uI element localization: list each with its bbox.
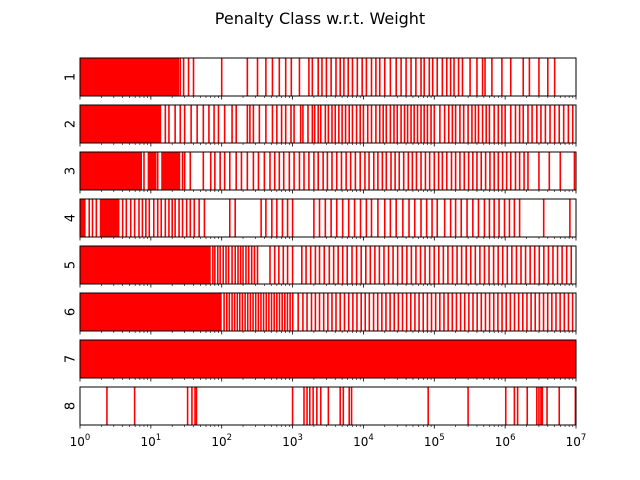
- row-label-6: 6: [64, 308, 79, 316]
- row-frame-6: [79, 292, 577, 332]
- row-frame-8: [79, 386, 577, 426]
- row-label-5: 5: [64, 261, 79, 269]
- x-tick-base-7: 10: [566, 435, 581, 449]
- solid-region-row-5-0: [80, 246, 211, 284]
- strip-row-5: 5: [64, 245, 577, 288]
- strip-row-4: 4: [64, 198, 577, 241]
- x-tick-exp-1: 1: [156, 433, 161, 443]
- strip-rows: 1 2 3 4 5 6 7 8: [64, 57, 577, 429]
- solid-region-row-7-0: [80, 340, 576, 378]
- strip-row-1: 1: [64, 57, 577, 100]
- row-frame-1: [79, 57, 577, 97]
- solid-region-row-2-0: [80, 105, 162, 143]
- x-tick-label-0: 100: [70, 433, 91, 449]
- strip-row-2: 2: [64, 104, 577, 147]
- row-label-8: 8: [64, 402, 79, 410]
- x-tick-label-2: 102: [211, 433, 232, 449]
- strip-row-6: 6: [64, 292, 577, 335]
- x-tick-base-4: 10: [353, 435, 368, 449]
- row-frame-3: [79, 151, 577, 191]
- row-label-2: 2: [64, 120, 79, 128]
- x-tick-base-2: 10: [211, 435, 226, 449]
- x-tick-exp-2: 2: [227, 433, 232, 443]
- x-tick-label-3: 103: [282, 433, 303, 449]
- row-frame-5: [79, 245, 577, 285]
- x-tick-exp-0: 0: [85, 433, 90, 443]
- x-tick-exp-3: 3: [298, 433, 303, 443]
- row-frame-4: [79, 198, 577, 238]
- x-tick-label-1: 101: [141, 433, 162, 449]
- solid-region-row-3-0: [80, 152, 143, 190]
- x-tick-label-4: 104: [353, 433, 374, 449]
- solid-region-row-3-1: [147, 152, 157, 190]
- row-frame-7: [79, 339, 577, 379]
- row-frame-2: [79, 104, 577, 144]
- strip-row-8: 8: [64, 386, 577, 429]
- chart-title: Penalty Class w.r.t. Weight: [215, 9, 425, 28]
- x-axis: 100 101 102 103 104 105 106 107: [70, 433, 587, 449]
- x-tick-base-5: 10: [424, 435, 439, 449]
- x-tick-exp-6: 6: [510, 433, 515, 443]
- x-tick-exp-5: 5: [439, 433, 444, 443]
- strip-row-3: 3: [64, 151, 577, 194]
- x-tick-label-5: 105: [424, 433, 445, 449]
- solid-region-row-6-0: [80, 293, 222, 331]
- x-tick-base-1: 10: [141, 435, 156, 449]
- solid-region-row-3-2: [161, 152, 181, 190]
- x-tick-exp-4: 4: [368, 433, 373, 443]
- row-label-1: 1: [64, 73, 79, 81]
- row-label-4: 4: [64, 214, 79, 222]
- x-tick-base-6: 10: [495, 435, 510, 449]
- row-label-7: 7: [64, 355, 79, 363]
- strip-row-7: 7: [64, 339, 577, 382]
- x-tick-exp-7: 7: [581, 433, 586, 443]
- row-label-3: 3: [64, 167, 79, 175]
- x-tick-label-7: 107: [566, 433, 587, 449]
- x-tick-label-6: 106: [495, 433, 516, 449]
- x-tick-base-0: 10: [70, 435, 85, 449]
- solid-region-row-4-0: [80, 199, 86, 237]
- solid-region-row-4-1: [99, 199, 120, 237]
- x-tick-base-3: 10: [282, 435, 297, 449]
